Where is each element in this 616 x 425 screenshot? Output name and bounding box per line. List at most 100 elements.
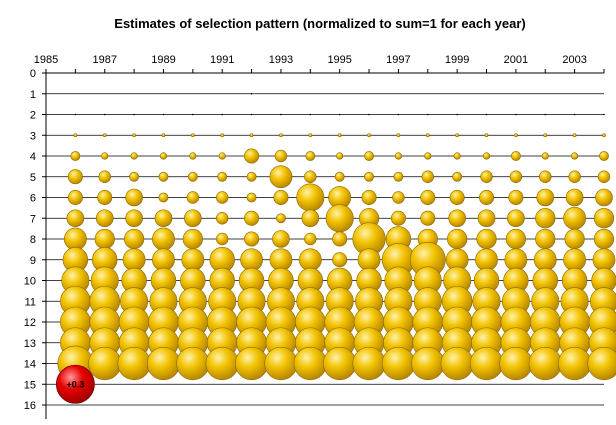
bubble (485, 113, 488, 116)
bubble (73, 133, 78, 138)
bubble (102, 133, 107, 138)
bubble (513, 133, 518, 138)
bubble (535, 208, 556, 229)
bubble (280, 113, 282, 116)
bubble (597, 170, 611, 183)
bubble (124, 228, 145, 250)
bubble (249, 133, 254, 138)
bubble (509, 170, 523, 183)
bubble (539, 170, 552, 183)
bubble (205, 346, 239, 381)
bubble (558, 346, 592, 381)
bubble (420, 190, 436, 206)
bubble (453, 152, 461, 160)
bubble (74, 113, 77, 116)
bubble (103, 113, 106, 116)
y-tick-label: 9 (30, 255, 36, 267)
bubble (564, 228, 585, 250)
bubble (357, 248, 381, 272)
y-tick-label: 6 (30, 193, 36, 205)
bubble (176, 346, 210, 381)
x-tick-label: 1989 (151, 54, 175, 66)
bubble (592, 248, 616, 272)
bubble (192, 113, 194, 116)
bubble (505, 228, 526, 250)
x-tick-label: 1995 (327, 54, 351, 66)
bubble (158, 192, 169, 203)
x-tick-label: 1999 (445, 54, 469, 66)
x-tick-label: 1985 (34, 54, 58, 66)
bubble (544, 113, 547, 116)
y-tick-label: 1 (30, 89, 36, 101)
bubble (508, 190, 524, 206)
bubble (152, 248, 175, 272)
reference-bubble-label: +0.3 (66, 379, 84, 389)
bubble (448, 209, 466, 228)
bubble (510, 151, 521, 161)
bubble (323, 346, 357, 381)
bubble (455, 133, 460, 138)
bubble (390, 210, 406, 226)
bubble (130, 152, 138, 160)
bubble (563, 206, 587, 230)
bubble (603, 113, 605, 116)
y-tick-label: 8 (30, 234, 36, 246)
x-tick-label: 1991 (210, 54, 234, 66)
bubble (125, 209, 143, 228)
bubble (308, 133, 313, 138)
bubble (426, 113, 429, 116)
y-tick-label: 13 (24, 338, 36, 350)
bubble (456, 113, 458, 116)
bubble (184, 209, 202, 228)
y-tick-label: 14 (24, 359, 36, 371)
bubble (250, 113, 253, 116)
bubble (332, 231, 348, 247)
bubble (304, 232, 317, 246)
bubble (301, 209, 320, 228)
bubble (424, 152, 432, 160)
bubble (593, 208, 615, 229)
y-tick-label: 10 (24, 276, 36, 288)
bubble (133, 113, 135, 116)
bubble (352, 346, 386, 381)
bubble (572, 133, 577, 138)
bubble (475, 248, 498, 272)
bubble (216, 212, 229, 225)
bubble (394, 152, 403, 160)
bubble (452, 171, 463, 182)
y-tick-label: 16 (24, 400, 36, 412)
bubble (244, 210, 260, 226)
x-tick-label: 1987 (92, 54, 116, 66)
bubble (264, 346, 298, 381)
bubble (186, 191, 200, 204)
bubble (543, 133, 548, 138)
bubble (480, 170, 493, 183)
bubble (279, 133, 283, 138)
bubble (533, 248, 557, 272)
bubble (364, 151, 374, 161)
bubble (244, 148, 260, 164)
bubble (296, 183, 325, 212)
bubble (504, 248, 528, 272)
bubble (338, 113, 341, 116)
x-tick-label: 1997 (386, 54, 410, 66)
bubble (272, 230, 290, 248)
bubble (421, 170, 434, 183)
bubble (361, 190, 377, 206)
bubble (220, 133, 225, 138)
bubble (477, 209, 496, 228)
bubble (276, 213, 286, 224)
bubble (449, 190, 465, 206)
bubble (476, 228, 497, 250)
chart-title: Estimates of selection pattern (normaliz… (114, 16, 525, 31)
bubble (528, 346, 562, 381)
bubble (221, 113, 224, 116)
bubble (187, 171, 198, 182)
bubble (364, 171, 374, 182)
bubble (397, 113, 400, 116)
bubble (216, 191, 229, 204)
bubble (216, 232, 229, 246)
bubble (66, 209, 85, 228)
